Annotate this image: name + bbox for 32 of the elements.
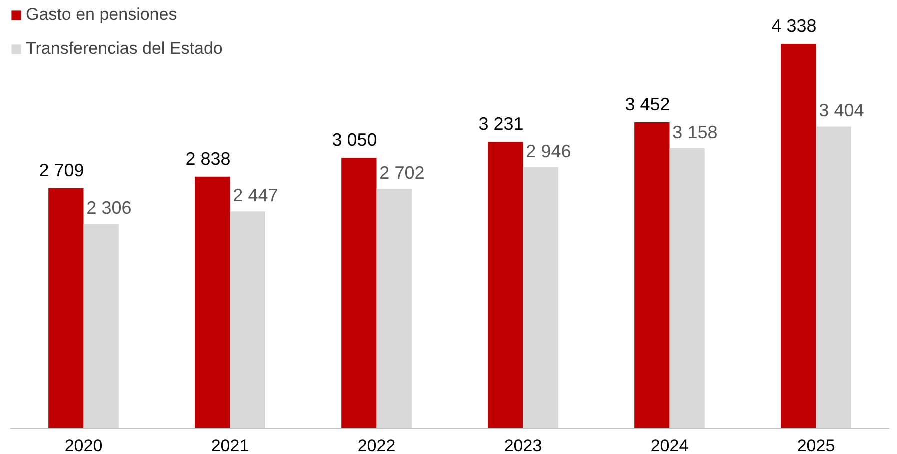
- data-label: 3 231: [478, 114, 524, 134]
- bar: [488, 142, 524, 428]
- x-tick-label: 2021: [211, 436, 250, 454]
- bar: [376, 188, 412, 428]
- bar: [84, 224, 119, 428]
- bar: [523, 167, 558, 428]
- data-label: 2 702: [380, 162, 425, 183]
- bar: [342, 158, 377, 428]
- data-label: 3 404: [819, 100, 864, 121]
- legend-label: Transferencias del Estado: [26, 39, 223, 59]
- data-label: 3 452: [625, 94, 670, 114]
- x-tick-label: 2020: [64, 436, 103, 454]
- x-tick-label: 2024: [650, 436, 689, 454]
- x-tick-label: 2023: [504, 436, 542, 454]
- data-label: 3 050: [332, 130, 378, 150]
- data-label: 2 946: [526, 141, 572, 162]
- x-tick-label: 2025: [797, 436, 836, 454]
- bar: [230, 212, 266, 428]
- legend-label: Gasto en pensiones: [26, 5, 178, 25]
- bar: [781, 44, 816, 428]
- data-label: 2 709: [39, 160, 84, 180]
- data-label: 2 306: [86, 198, 132, 218]
- bar: [195, 176, 230, 428]
- data-label: 2 838: [186, 148, 231, 169]
- data-label: 4 338: [772, 16, 817, 36]
- bar: [670, 148, 705, 428]
- bar: [48, 188, 84, 428]
- bar: [634, 122, 670, 428]
- x-tick-label: 2022: [358, 436, 396, 454]
- data-label: 3 158: [672, 122, 718, 143]
- bar: [816, 126, 852, 428]
- data-label: 2 447: [233, 186, 278, 206]
